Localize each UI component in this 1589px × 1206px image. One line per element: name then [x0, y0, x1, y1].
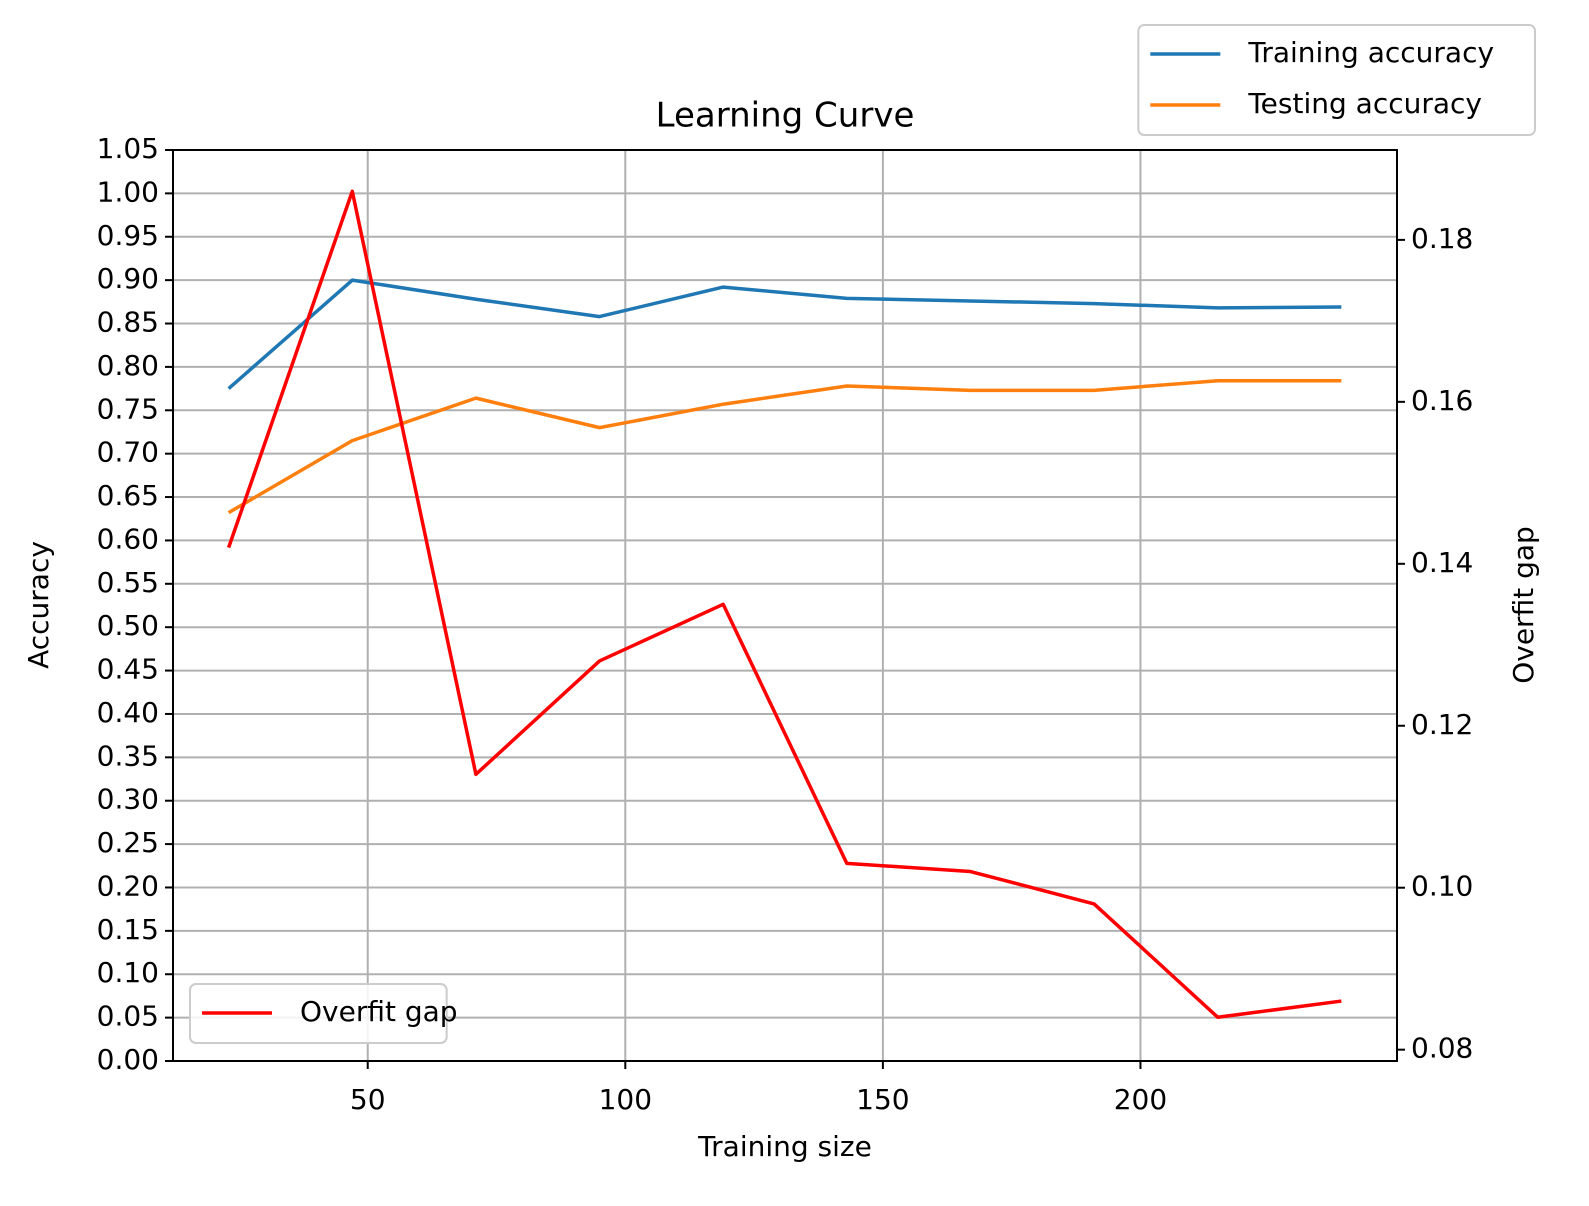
y-tick-label: 0.80 [97, 349, 159, 382]
y2-tick-label: 0.14 [1411, 546, 1473, 579]
legend-box [1137, 24, 1537, 136]
y-tick-label: 1.05 [97, 132, 159, 165]
y2-axis-label: Overfit gap [1507, 526, 1540, 684]
y-tick-label: 0.15 [97, 913, 159, 946]
series-line [227, 278, 1342, 390]
y-axis-label: Accuracy [22, 541, 55, 669]
x-tick-label: 150 [856, 1083, 909, 1116]
y2-tick-label: 0.12 [1411, 708, 1473, 741]
y-tick-label: 0.75 [97, 392, 159, 425]
y-tick-label: 0.95 [97, 219, 159, 252]
y-tick-label: 1.00 [97, 175, 159, 208]
series-line [227, 379, 1342, 515]
x-tick-label: 200 [1114, 1083, 1167, 1116]
y-tick-label: 0.10 [97, 956, 159, 989]
y-tick-label: 0.05 [97, 1000, 159, 1033]
y2-tick-label: 0.16 [1411, 384, 1473, 417]
y-tick-label: 0.00 [97, 1043, 159, 1076]
legend-label: Testing accuracy [1247, 87, 1482, 120]
y-tick-label: 0.65 [97, 479, 159, 512]
y-tick-label: 0.25 [97, 826, 159, 859]
series-line [226, 189, 1342, 1020]
y-tick-label: 0.45 [97, 653, 159, 686]
chart-title: Learning Curve [656, 96, 915, 136]
legend-label: Training accuracy [1247, 36, 1494, 69]
y-tick-label: 0.35 [97, 739, 159, 772]
y-tick-label: 0.55 [97, 566, 159, 599]
y-tick-label: 0.60 [97, 522, 159, 555]
x-tick-label: 100 [599, 1083, 652, 1116]
y-tick-label: 0.90 [97, 262, 159, 295]
y-tick-label: 0.40 [97, 696, 159, 729]
y-tick-label: 0.85 [97, 306, 159, 339]
y2-tick-label: 0.08 [1411, 1032, 1473, 1065]
legend-box [189, 983, 448, 1044]
y-tick-label: 0.30 [97, 783, 159, 816]
legend-label: Overfit gap [300, 995, 458, 1028]
axes-frame [172, 149, 1398, 1062]
y2-tick-label: 0.10 [1411, 870, 1473, 903]
x-axis-label: Training size [697, 1130, 872, 1163]
y2-tick-label: 0.18 [1411, 222, 1473, 255]
y-tick-label: 0.20 [97, 869, 159, 902]
x-tick-label: 50 [350, 1083, 386, 1116]
y-tick-label: 0.70 [97, 436, 159, 469]
y-tick-label: 0.50 [97, 609, 159, 642]
